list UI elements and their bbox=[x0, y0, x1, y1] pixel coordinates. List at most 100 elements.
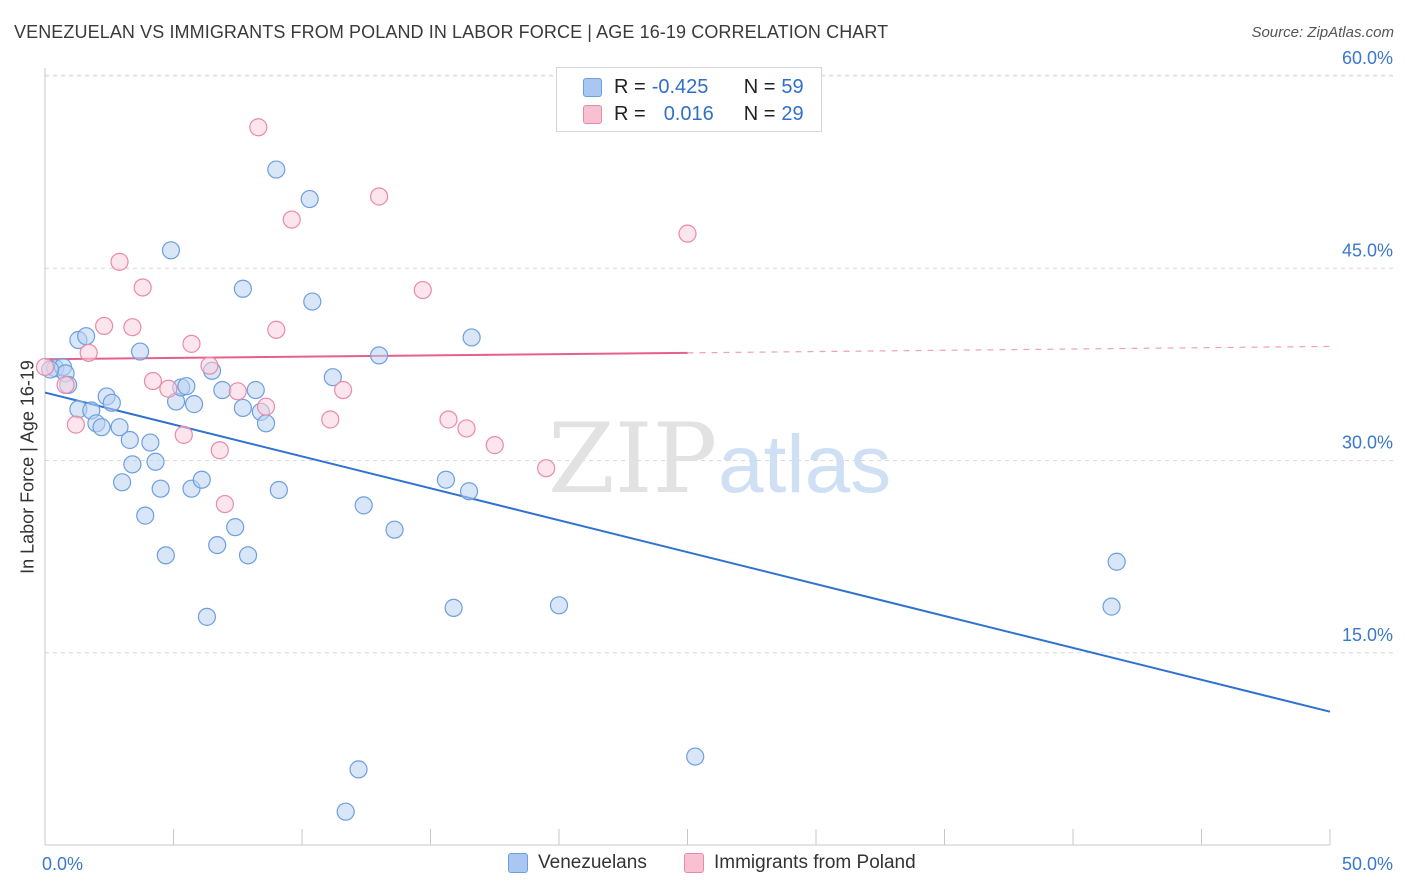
data-point bbox=[323, 368, 342, 387]
trend-line bbox=[44, 391, 1331, 713]
y-tick-label: 15.0% bbox=[1342, 625, 1393, 645]
trend-line-extension bbox=[687, 345, 1331, 354]
watermark-atlas: atlas bbox=[718, 419, 891, 510]
data-point bbox=[141, 433, 160, 452]
data-point bbox=[215, 494, 234, 514]
data-point bbox=[200, 356, 219, 375]
data-point bbox=[79, 343, 98, 362]
legend-swatch-poland bbox=[583, 104, 602, 124]
data-point bbox=[112, 473, 132, 492]
data-point bbox=[133, 278, 152, 297]
legend-label-venezuelans: Venezuelans bbox=[538, 852, 647, 873]
data-point bbox=[485, 436, 504, 455]
data-point bbox=[354, 496, 373, 515]
data-point bbox=[226, 518, 245, 537]
data-point bbox=[321, 410, 340, 429]
legend-n-label: N = bbox=[743, 75, 776, 98]
data-point bbox=[120, 430, 139, 450]
data-point bbox=[282, 210, 301, 229]
data-point bbox=[249, 118, 268, 137]
data-point bbox=[334, 380, 353, 400]
data-point bbox=[210, 441, 229, 460]
data-point bbox=[95, 316, 114, 336]
trend-line bbox=[44, 351, 688, 361]
data-point bbox=[123, 455, 142, 474]
data-point bbox=[177, 377, 196, 396]
data-point bbox=[182, 334, 201, 353]
data-point bbox=[436, 470, 456, 489]
legend-item-poland: Immigrants from Poland bbox=[684, 852, 916, 874]
y-tick-label: 30.0% bbox=[1342, 433, 1393, 453]
y-tick-label: 45.0% bbox=[1342, 240, 1393, 260]
data-point bbox=[213, 380, 232, 400]
data-point bbox=[300, 189, 319, 209]
y-axis-label: In Labor Force | Age 16-19 bbox=[17, 360, 38, 574]
data-point bbox=[336, 802, 355, 821]
data-point bbox=[197, 607, 217, 626]
data-point bbox=[267, 160, 286, 179]
data-point bbox=[228, 382, 247, 401]
legend-row-poland: R = 0.016 N = 29 bbox=[583, 101, 804, 127]
data-point bbox=[462, 328, 481, 347]
x-tick-label: 0.0% bbox=[42, 854, 83, 874]
data-point bbox=[110, 252, 129, 271]
data-point bbox=[66, 415, 85, 434]
legend-r-value: -0.425 bbox=[651, 75, 709, 98]
data-point bbox=[439, 410, 458, 429]
legend-swatch-venezuelans bbox=[508, 853, 528, 873]
watermark: ZIP atlas bbox=[548, 403, 891, 515]
data-point bbox=[174, 425, 193, 444]
data-point bbox=[1107, 552, 1126, 571]
legend-r-label: R = bbox=[614, 75, 646, 98]
legend-n-value: 29 bbox=[781, 102, 804, 125]
data-point bbox=[269, 480, 288, 500]
legend-r-label: R = bbox=[614, 102, 646, 125]
data-point bbox=[385, 520, 404, 539]
data-point bbox=[444, 598, 463, 617]
data-point bbox=[146, 452, 165, 471]
data-point bbox=[136, 506, 155, 525]
data-point bbox=[303, 292, 322, 311]
data-point bbox=[413, 280, 432, 300]
y-tick-label: 60.0% bbox=[1342, 48, 1393, 68]
data-point bbox=[1102, 597, 1121, 616]
data-point bbox=[370, 187, 389, 206]
data-point bbox=[537, 459, 556, 478]
legend-row-venezuelans: R = -0.425 N = 59 bbox=[583, 74, 804, 100]
legend-swatch-poland bbox=[684, 853, 704, 873]
data-point bbox=[110, 418, 129, 437]
data-point bbox=[256, 397, 276, 416]
data-point bbox=[123, 318, 142, 337]
legend-r-value: 0.016 bbox=[663, 102, 714, 125]
data-point bbox=[151, 479, 170, 498]
data-point bbox=[267, 320, 286, 339]
data-point bbox=[56, 375, 75, 394]
correlation-legend: R = -0.425 N = 59 R = 0.016 N = 29 bbox=[556, 67, 822, 132]
data-point bbox=[184, 395, 204, 414]
data-point bbox=[77, 327, 96, 346]
legend-swatch-venezuelans bbox=[583, 77, 602, 97]
data-point bbox=[233, 279, 252, 298]
data-point bbox=[192, 470, 211, 489]
legend-label-poland: Immigrants from Poland bbox=[714, 852, 916, 873]
data-point bbox=[156, 546, 175, 565]
data-point bbox=[92, 418, 111, 437]
legend-n-label: N = bbox=[743, 102, 776, 125]
data-point bbox=[457, 419, 476, 438]
legend-n-value: 59 bbox=[781, 75, 804, 98]
data-point bbox=[208, 535, 227, 555]
data-point bbox=[246, 380, 265, 400]
data-point bbox=[459, 482, 479, 501]
data-point bbox=[549, 596, 569, 615]
legend-item-venezuelans: Venezuelans bbox=[508, 852, 647, 874]
data-point bbox=[686, 747, 705, 766]
data-point bbox=[256, 414, 276, 433]
data-point bbox=[678, 224, 697, 243]
x-tick-label: 50.0% bbox=[1342, 854, 1393, 874]
data-point bbox=[238, 546, 258, 565]
data-point bbox=[233, 398, 252, 418]
data-point bbox=[35, 357, 55, 377]
chart-title: VENEZUELAN VS IMMIGRANTS FROM POLAND IN … bbox=[14, 22, 889, 42]
data-point bbox=[370, 346, 389, 365]
